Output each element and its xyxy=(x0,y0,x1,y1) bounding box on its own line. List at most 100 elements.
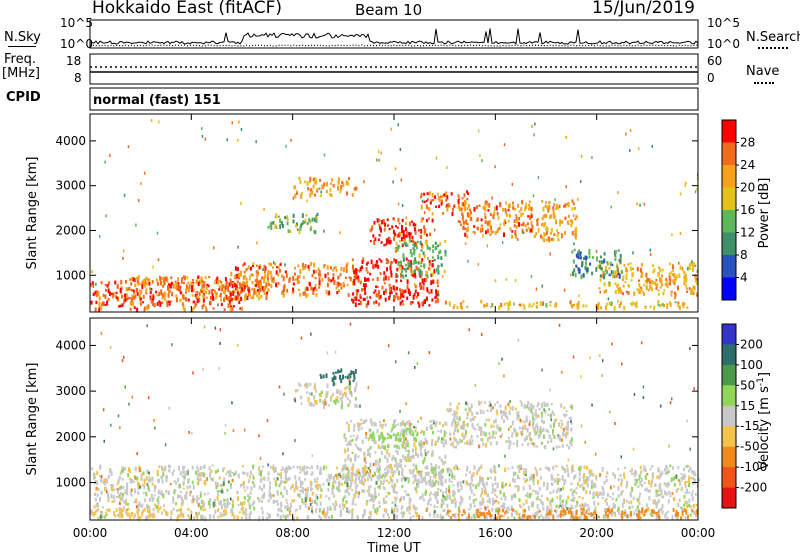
heatmap-cell xyxy=(446,468,449,472)
heatmap-cell xyxy=(285,489,288,492)
heatmap-cell xyxy=(307,487,309,492)
heatmap-cell xyxy=(498,464,500,468)
heatmap-cell xyxy=(410,455,413,458)
heatmap-cell xyxy=(290,467,293,470)
heatmap-cell xyxy=(452,306,455,310)
heatmap-cell xyxy=(640,275,643,279)
heatmap-cell xyxy=(338,481,340,485)
heatmap-cell xyxy=(132,301,135,305)
heatmap-cell xyxy=(681,507,684,512)
heatmap-cell xyxy=(350,479,353,484)
heatmap-cell xyxy=(431,450,434,454)
heatmap-cell xyxy=(173,489,176,495)
heatmap-cell xyxy=(552,428,554,434)
heatmap-cell xyxy=(380,434,382,439)
heatmap-cell xyxy=(508,436,510,440)
heatmap-cell xyxy=(507,516,510,519)
heatmap-cell xyxy=(534,512,537,517)
heatmap-cell xyxy=(497,500,500,505)
heatmap-cell xyxy=(501,433,503,436)
heatmap-cell xyxy=(523,513,526,519)
heatmap-cell xyxy=(222,467,224,473)
heatmap-cell xyxy=(539,510,542,513)
heatmap-cell xyxy=(350,472,353,477)
heatmap-cell xyxy=(282,292,285,298)
heatmap-cell xyxy=(573,268,576,273)
heatmap-cell xyxy=(576,501,579,506)
heatmap-cell xyxy=(241,287,244,291)
heatmap-cell xyxy=(597,502,600,506)
heatmap-cell xyxy=(402,475,405,480)
heatmap-cell xyxy=(383,508,386,512)
heatmap-cell xyxy=(126,491,129,496)
heatmap-cell xyxy=(384,423,387,427)
heatmap-cell xyxy=(145,276,148,280)
heatmap-cell xyxy=(271,278,274,283)
heatmap-cell xyxy=(434,296,437,299)
heatmap-cell xyxy=(431,260,434,262)
heatmap-cell xyxy=(570,511,573,515)
heatmap-cell xyxy=(222,481,225,486)
heatmap-cell xyxy=(352,292,355,296)
heatmap-cell xyxy=(547,507,550,511)
heatmap-cell xyxy=(467,204,470,208)
heatmap-cell xyxy=(406,279,409,284)
heatmap-cell xyxy=(449,408,452,412)
heatmap-cell xyxy=(440,199,443,204)
heatmap-cell xyxy=(492,430,495,436)
heatmap-cell xyxy=(570,420,572,423)
heatmap-cell xyxy=(171,291,174,297)
heatmap-cell xyxy=(437,290,439,296)
heatmap-cell xyxy=(461,432,464,438)
heatmap-cell xyxy=(665,464,668,468)
heatmap-cell xyxy=(272,261,275,265)
heatmap-cell xyxy=(533,234,536,239)
heatmap-cell xyxy=(347,403,350,407)
heatmap-cell xyxy=(608,273,611,277)
heatmap-cell xyxy=(335,371,337,374)
heatmap-cell xyxy=(692,470,695,476)
heatmap-cell xyxy=(621,490,624,493)
heatmap-cell xyxy=(308,282,311,287)
heatmap-cell xyxy=(353,372,356,377)
heatmap-cell xyxy=(670,291,673,297)
heatmap-cell xyxy=(163,504,166,508)
heatmap-cell xyxy=(293,499,296,502)
heatmap-cell xyxy=(431,256,434,259)
heatmap-cell xyxy=(284,515,287,521)
heatmap-cell xyxy=(416,469,419,473)
heatmap-cell xyxy=(479,501,482,506)
heatmap-cell xyxy=(107,496,110,500)
heatmap-cell xyxy=(655,493,658,498)
heatmap-cell xyxy=(285,273,288,278)
heatmap-cell xyxy=(389,287,392,292)
heatmap-cell xyxy=(374,237,377,241)
heatmap-cell xyxy=(662,291,665,296)
heatmap-cell xyxy=(250,486,253,491)
heatmap-cell xyxy=(518,469,521,474)
heatmap-cell xyxy=(408,512,411,515)
heatmap-cell xyxy=(243,484,246,489)
heatmap-cell xyxy=(696,509,699,513)
heatmap-cell xyxy=(369,228,372,232)
heatmap-cell xyxy=(309,188,312,192)
heatmap-cell xyxy=(392,424,395,429)
heatmap-cell xyxy=(525,468,528,474)
freq-unit: [MHz] xyxy=(2,66,40,81)
heatmap-cell xyxy=(501,483,504,489)
heatmap-cell xyxy=(289,513,291,516)
heatmap-cell xyxy=(247,494,250,498)
heatmap-cell xyxy=(243,471,246,475)
heatmap-cell xyxy=(313,394,316,400)
heatmap-cell xyxy=(375,512,378,515)
heatmap-cell xyxy=(437,256,440,260)
heatmap-cell xyxy=(419,235,422,239)
heatmap-cell xyxy=(659,285,662,289)
heatmap-cell xyxy=(628,506,631,509)
heatmap-cell xyxy=(489,441,492,446)
heatmap-cell xyxy=(344,376,347,379)
heatmap-cell xyxy=(292,287,295,291)
heatmap-cell xyxy=(219,328,222,332)
heatmap-cell xyxy=(572,510,574,515)
heatmap-cell xyxy=(552,447,555,451)
